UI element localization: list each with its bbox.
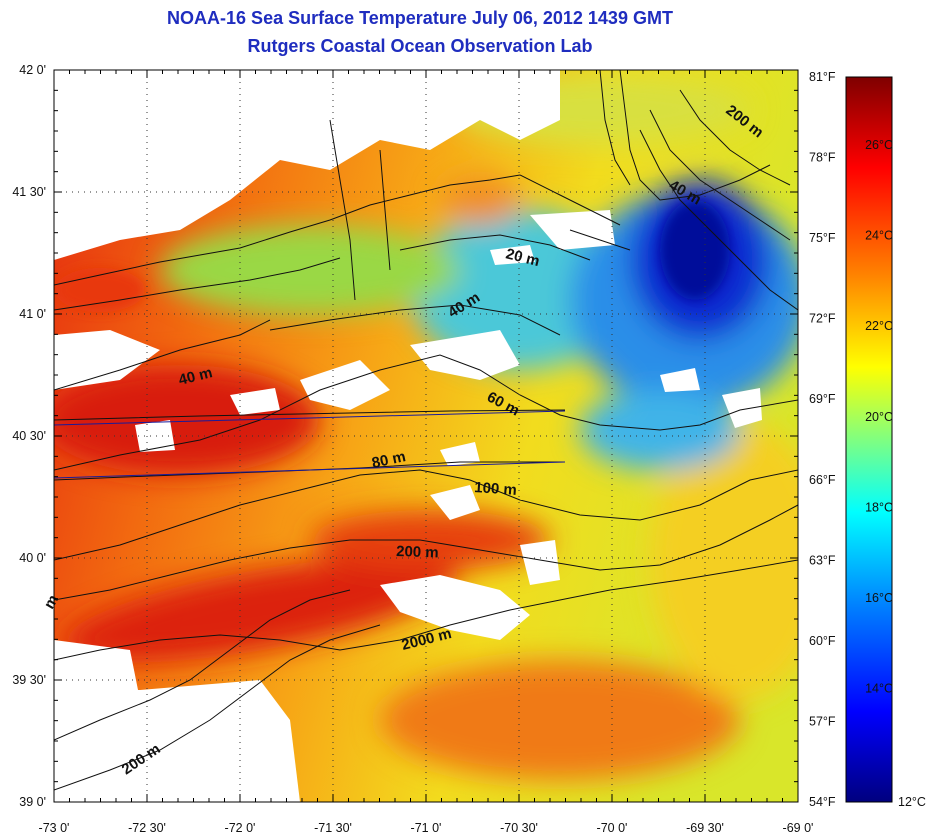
- latitude-label: 40 30': [12, 429, 46, 443]
- celsius-label: 20°C: [865, 410, 893, 424]
- celsius-label: 14°C: [865, 682, 893, 696]
- latitude-label: 39 0': [19, 795, 46, 809]
- latitude-label: 39 30': [12, 673, 46, 687]
- fahrenheit-label: 81°F: [809, 70, 836, 84]
- longitude-label: -70 0': [597, 821, 628, 835]
- longitude-label: -72 30': [128, 821, 166, 835]
- cloud-mask: [54, 70, 762, 802]
- coastline: [54, 70, 771, 391]
- longitude-label: -69 0': [783, 821, 814, 835]
- contour-label: 200 m: [396, 543, 439, 561]
- longitude-labels: -73 0' -72 30' -72 0' -71 30' -71 0' -70 30' -…: [39, 821, 814, 835]
- celsius-label: 22°C: [865, 319, 893, 333]
- track-lines: [54, 410, 566, 479]
- latitude-label: 41 0': [19, 307, 46, 321]
- latitude-label: 40 0': [19, 551, 46, 565]
- longitude-label: -71 0': [411, 821, 442, 835]
- celsius-label: 26°C: [865, 138, 893, 152]
- fahrenheit-label: 75°F: [809, 231, 836, 245]
- bathymetry-contours: [54, 89, 798, 791]
- latitude-label: 42 0': [19, 63, 46, 77]
- fahrenheit-label: 72°F: [809, 312, 836, 326]
- contour-label: 100 m: [474, 479, 518, 499]
- fahrenheit-label: 60°F: [809, 634, 836, 648]
- celsius-label: 18°C: [865, 500, 893, 514]
- longitude-label: -70 30': [500, 821, 538, 835]
- map-subtitle: Rutgers Coastal Ocean Observation Lab: [247, 36, 593, 56]
- fahrenheit-label: 63°F: [809, 553, 836, 567]
- map-grid: [54, 70, 798, 802]
- fahrenheit-label: 66°F: [809, 473, 836, 487]
- longitude-label: -71 30': [314, 821, 352, 835]
- fahrenheit-labels: 81°F 78°F 75°F 72°F 69°F 66°F 63°F 60°F 57°F 54°F: [809, 70, 836, 809]
- map-title: NOAA-16 Sea Surface Temperature July 06,…: [167, 8, 673, 28]
- fahrenheit-label: 69°F: [809, 392, 836, 406]
- contour-label: 80 m: [370, 448, 407, 472]
- fahrenheit-label: 54°F: [809, 795, 836, 809]
- latitude-label: 41 30': [12, 185, 46, 199]
- celsius-label: 24°C: [865, 229, 893, 243]
- colorbar: [845, 76, 893, 803]
- fahrenheit-label: 57°F: [809, 714, 836, 728]
- map-ticks: [53, 69, 799, 803]
- celsius-labels: 26°C 24°C 22°C 20°C 18°C 16°C 14°C 12°C: [865, 138, 926, 809]
- sst-field: [54, 70, 798, 802]
- celsius-label: 12°C: [898, 795, 926, 809]
- longitude-label: -73 0': [39, 821, 70, 835]
- longitude-label: -72 0': [225, 821, 256, 835]
- latitude-labels: 42 0' 41 30' 41 0' 40 30' 40 0' 39 30' 39 0': [12, 63, 46, 809]
- celsius-label: 16°C: [865, 591, 893, 605]
- longitude-label: -69 30': [686, 821, 724, 835]
- fahrenheit-label: 78°F: [809, 151, 836, 165]
